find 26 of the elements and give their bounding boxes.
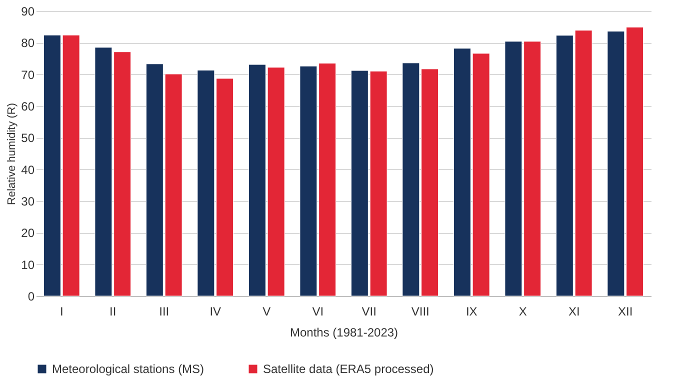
x-tick-label: X — [518, 304, 527, 318]
x-tick-label: VIII — [411, 304, 430, 318]
x-tick-label: I — [60, 304, 64, 318]
x-tick-label: VI — [312, 304, 324, 318]
y-tick-label: 30 — [21, 194, 35, 208]
legend-label: Meteorological stations (MS) — [52, 362, 204, 376]
x-tick-label: III — [159, 304, 170, 318]
x-tick-label: IV — [210, 304, 222, 318]
x-tick-label: VII — [362, 304, 376, 318]
y-tick-label: 20 — [21, 226, 35, 240]
y-tick-label: 40 — [21, 162, 35, 177]
x-tick-label: IX — [466, 304, 478, 318]
x-tick-label: XII — [618, 304, 633, 318]
x-tick-label: XI — [568, 304, 580, 318]
y-tick-label: 10 — [21, 258, 35, 272]
x-tick-label: V — [262, 304, 271, 318]
y-axis-title: Relative humidity (R) — [6, 102, 18, 206]
y-tick-label: 90 — [21, 4, 35, 18]
y-tick-label: 70 — [21, 68, 35, 82]
y-tick-label: 50 — [21, 131, 35, 146]
legend-label: Satellite data (ERA5 processed) — [263, 362, 434, 376]
y-tick-label: 60 — [21, 100, 35, 114]
y-tick-label: 80 — [21, 36, 35, 50]
y-tick-label: 0 — [28, 290, 35, 304]
x-tick-label: II — [110, 304, 116, 318]
x-axis-title: Months (1981-2023) — [290, 326, 398, 340]
